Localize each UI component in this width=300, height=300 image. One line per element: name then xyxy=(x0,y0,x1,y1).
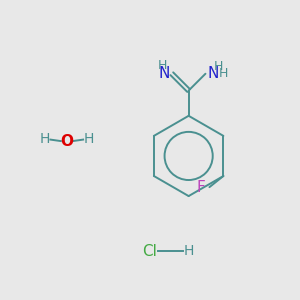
Text: O: O xyxy=(60,134,73,148)
Text: H: H xyxy=(219,67,229,80)
Text: H: H xyxy=(184,244,194,258)
Text: N: N xyxy=(158,66,169,81)
Text: F: F xyxy=(197,180,206,195)
Text: H: H xyxy=(84,132,94,146)
Text: H: H xyxy=(158,59,167,72)
Text: Cl: Cl xyxy=(142,244,158,259)
Text: N: N xyxy=(208,66,219,81)
Text: H: H xyxy=(214,60,224,73)
Text: H: H xyxy=(39,132,50,146)
